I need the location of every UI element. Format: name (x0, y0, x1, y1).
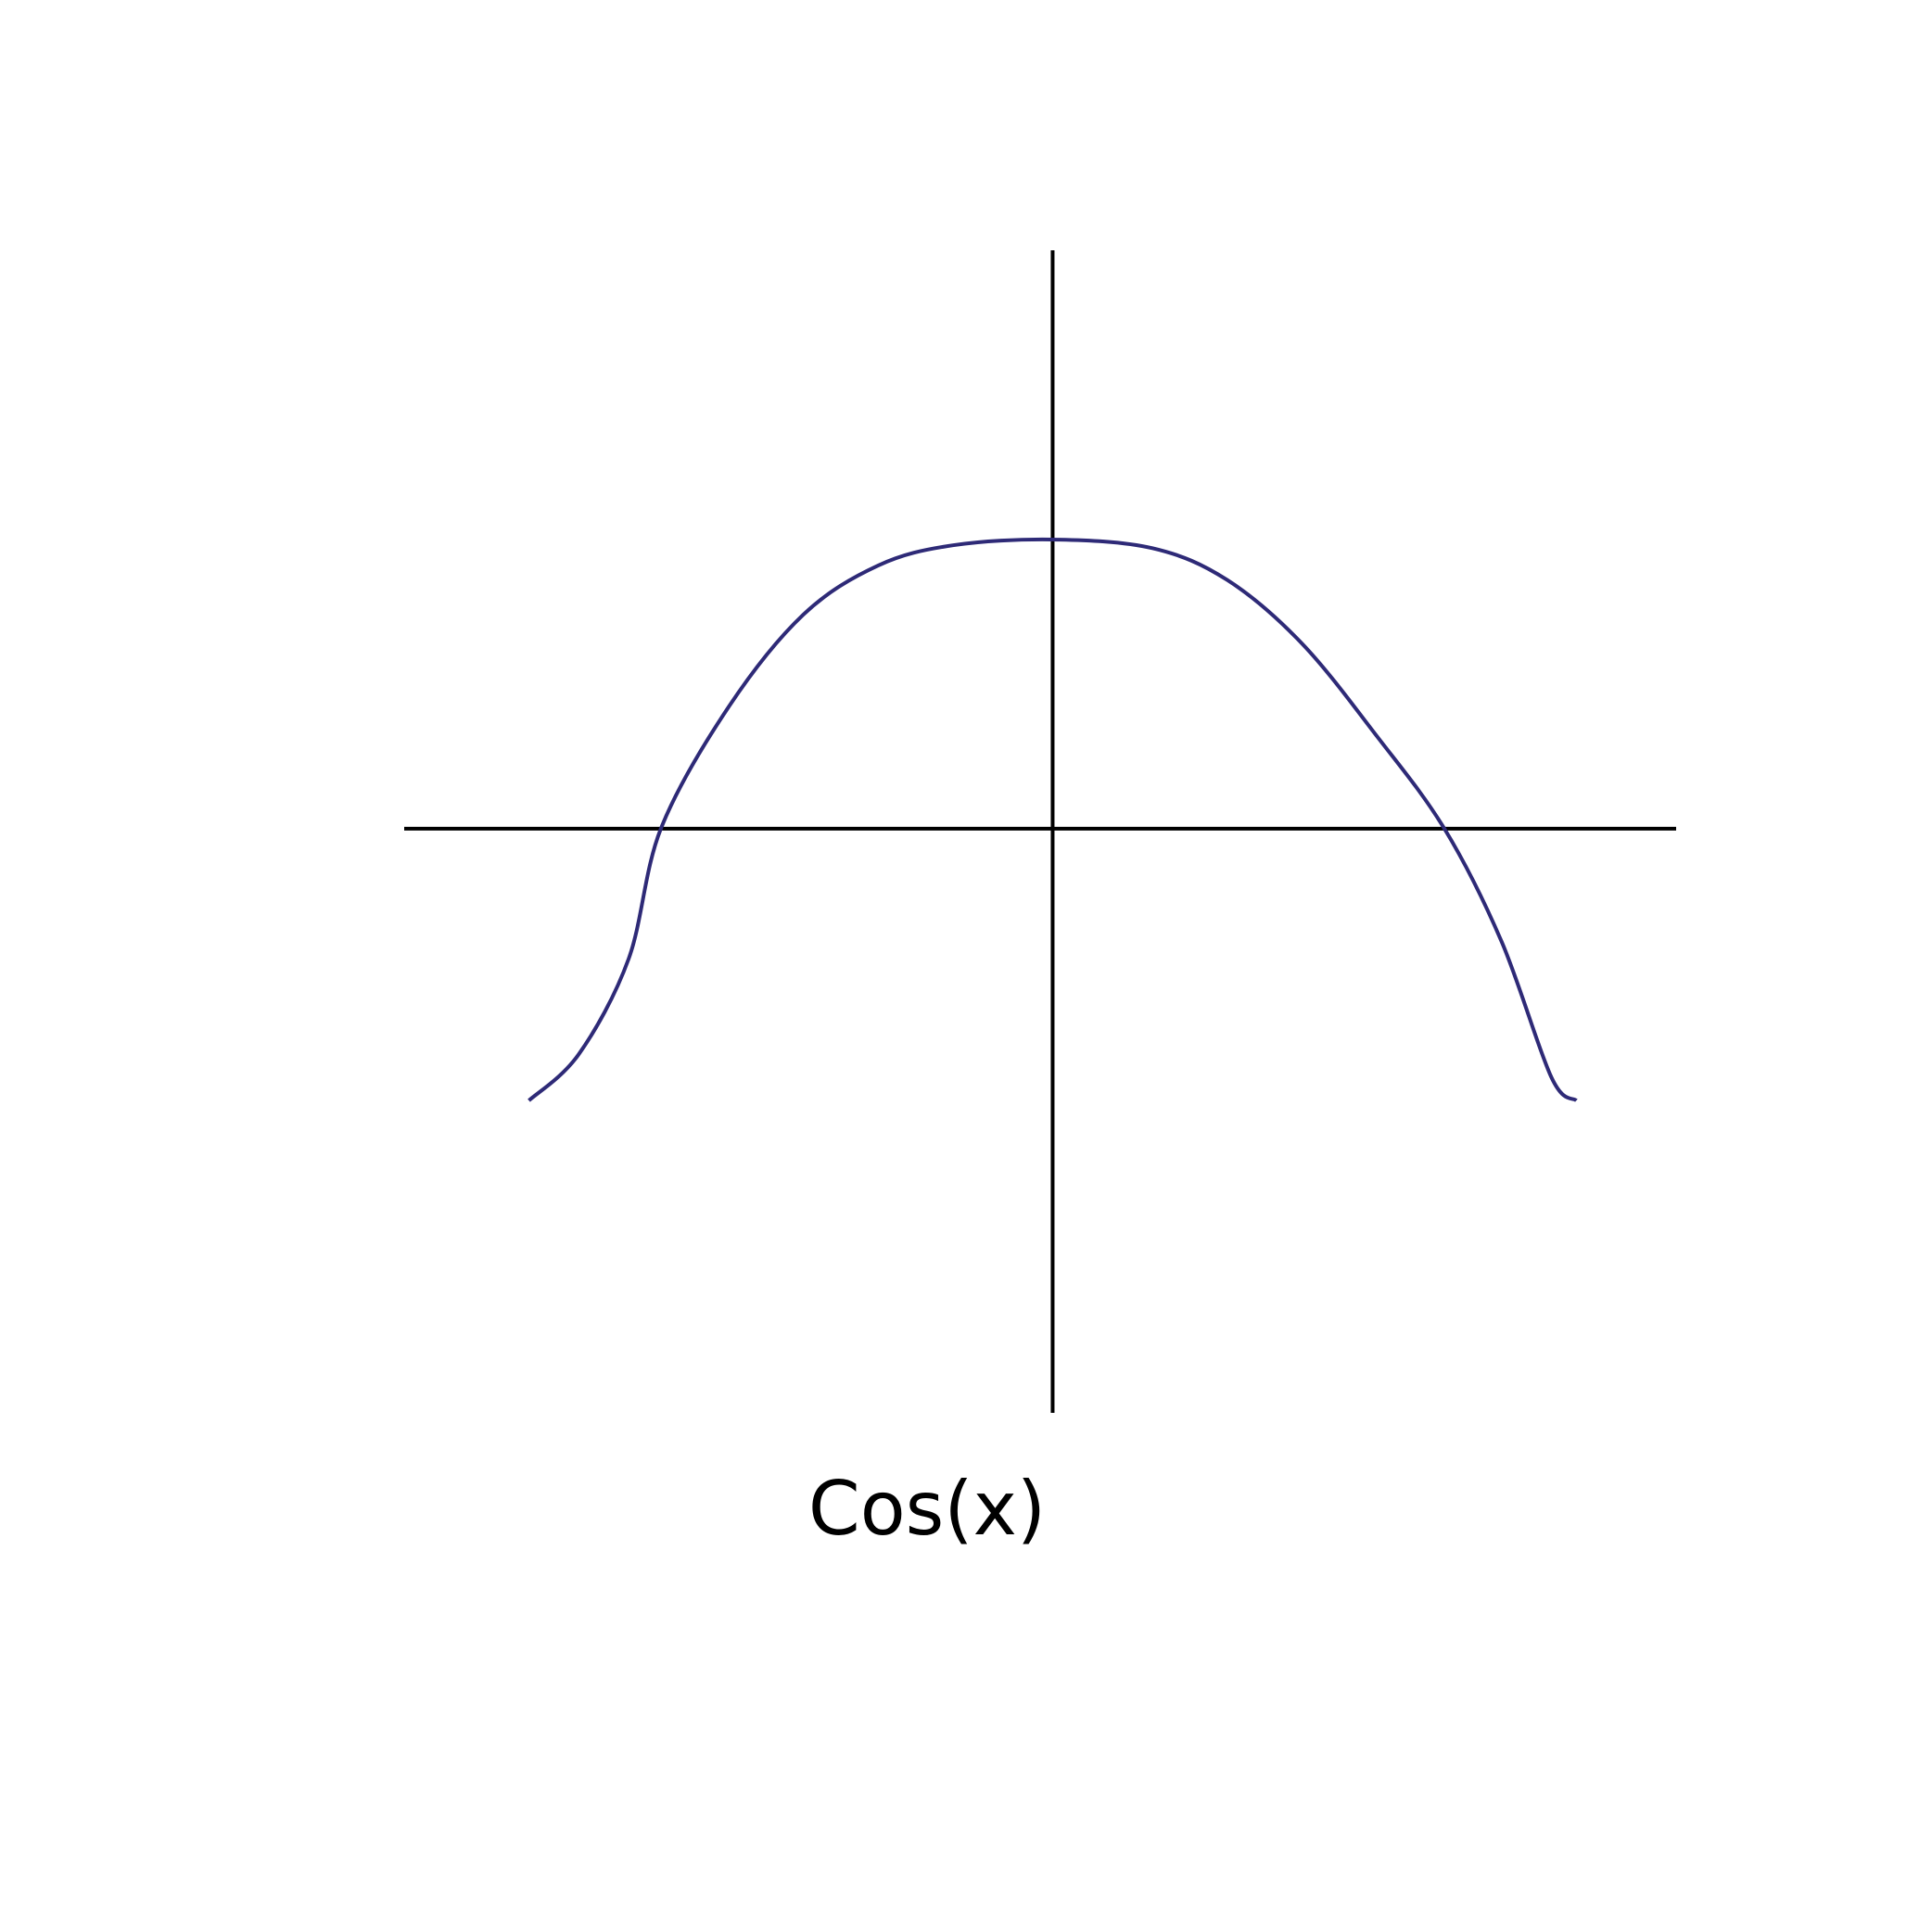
chart-caption: Cos(x) (807, 1466, 1047, 1552)
cosine-curve (527, 537, 1578, 1102)
